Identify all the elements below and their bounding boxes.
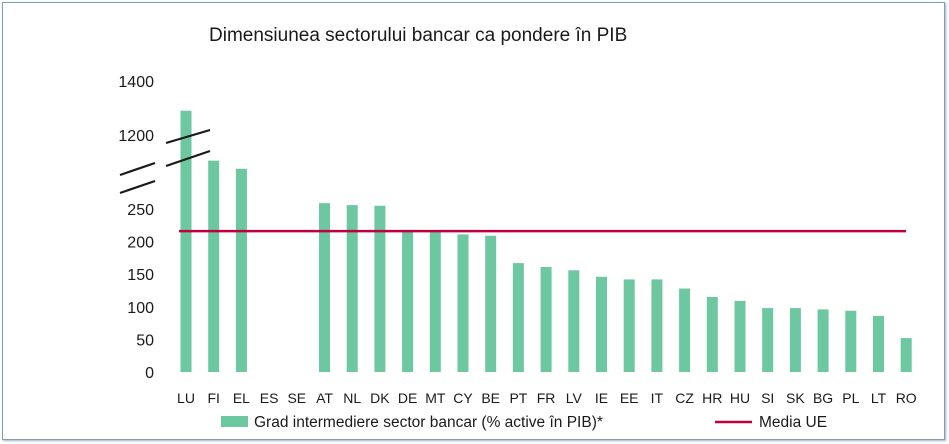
bar-el <box>235 168 247 372</box>
bar-hr <box>706 297 718 372</box>
axis-break-mark <box>165 128 211 145</box>
bar-be <box>485 235 497 372</box>
bar-at <box>319 203 330 372</box>
x-tick-label: PT <box>509 390 527 406</box>
y-tick-label: 100 <box>127 300 154 317</box>
bar-dk <box>374 205 386 372</box>
bar-hu <box>734 300 746 372</box>
y-tick-label: 200 <box>127 235 154 252</box>
x-tick-label: LU <box>177 390 195 406</box>
bar-ro <box>900 338 912 372</box>
bar-fr <box>540 267 552 372</box>
x-tick-label: FI <box>207 390 219 406</box>
x-tick-label: FR <box>537 390 556 406</box>
bar-sk <box>789 308 801 372</box>
bank-sector-chart: Dimensiunea sectorului bancar ca pondere… <box>118 25 917 431</box>
legend-bar-swatch <box>221 416 248 427</box>
bar-cz <box>679 288 691 372</box>
x-tick-label: IT <box>651 390 664 406</box>
x-tick-label: SK <box>786 390 805 406</box>
x-tick-label: BG <box>813 390 833 406</box>
axis-break-mark <box>165 149 211 168</box>
bar-pt <box>512 263 524 372</box>
y-tick-label: 150 <box>127 267 154 284</box>
bar-lv <box>568 270 580 372</box>
bar-si <box>762 308 774 372</box>
bar-pl <box>845 310 857 372</box>
x-tick-label: LV <box>566 390 583 406</box>
x-tick-label: PL <box>842 390 859 406</box>
chart-title: Dimensiunea sectorului bancar ca pondere… <box>209 25 627 46</box>
y-tick-label: 0 <box>145 365 154 382</box>
bar-lu <box>180 110 192 372</box>
bar-bg <box>817 309 829 372</box>
x-tick-label: DK <box>370 390 390 406</box>
x-tick-label: RO <box>896 390 917 406</box>
bar-ie <box>596 276 607 372</box>
bar-lt <box>873 315 884 372</box>
bar-fi <box>208 160 220 372</box>
x-tick-label: EL <box>233 390 250 406</box>
x-tick-label: LT <box>871 390 887 406</box>
x-tick-label: AT <box>316 390 333 406</box>
x-tick-label: ES <box>260 390 279 406</box>
axis-break-mark <box>119 161 156 177</box>
legend-bar-label: Grad intermediere sector bancar (% activ… <box>254 414 603 431</box>
x-tick-label: CY <box>453 390 473 406</box>
x-tick-label: HU <box>730 390 750 406</box>
y-tick-label: 50 <box>136 332 154 349</box>
x-tick-label: MT <box>425 390 446 406</box>
x-tick-label: NL <box>343 390 361 406</box>
axis-break-mark <box>119 179 156 195</box>
legend-line-label: Media UE <box>759 414 827 431</box>
x-tick-label: SI <box>761 390 774 406</box>
y-tick-label-upper: 1200 <box>118 128 154 145</box>
x-tick-label: HR <box>702 390 722 406</box>
x-tick-label: EE <box>620 390 639 406</box>
x-tick-label: IE <box>595 390 608 406</box>
x-tick-label: BE <box>481 390 500 406</box>
bar-ee <box>623 279 635 372</box>
bar-mt <box>429 231 441 372</box>
bar-it <box>651 279 663 372</box>
bar-cy <box>457 234 469 372</box>
y-tick-label: 250 <box>127 202 154 219</box>
bar-de <box>402 229 414 372</box>
y-tick-label-upper: 1400 <box>118 74 154 91</box>
x-tick-label: SE <box>287 390 306 406</box>
x-tick-label: CZ <box>675 390 694 406</box>
x-tick-label: DE <box>398 390 417 406</box>
bar-nl <box>346 205 358 372</box>
